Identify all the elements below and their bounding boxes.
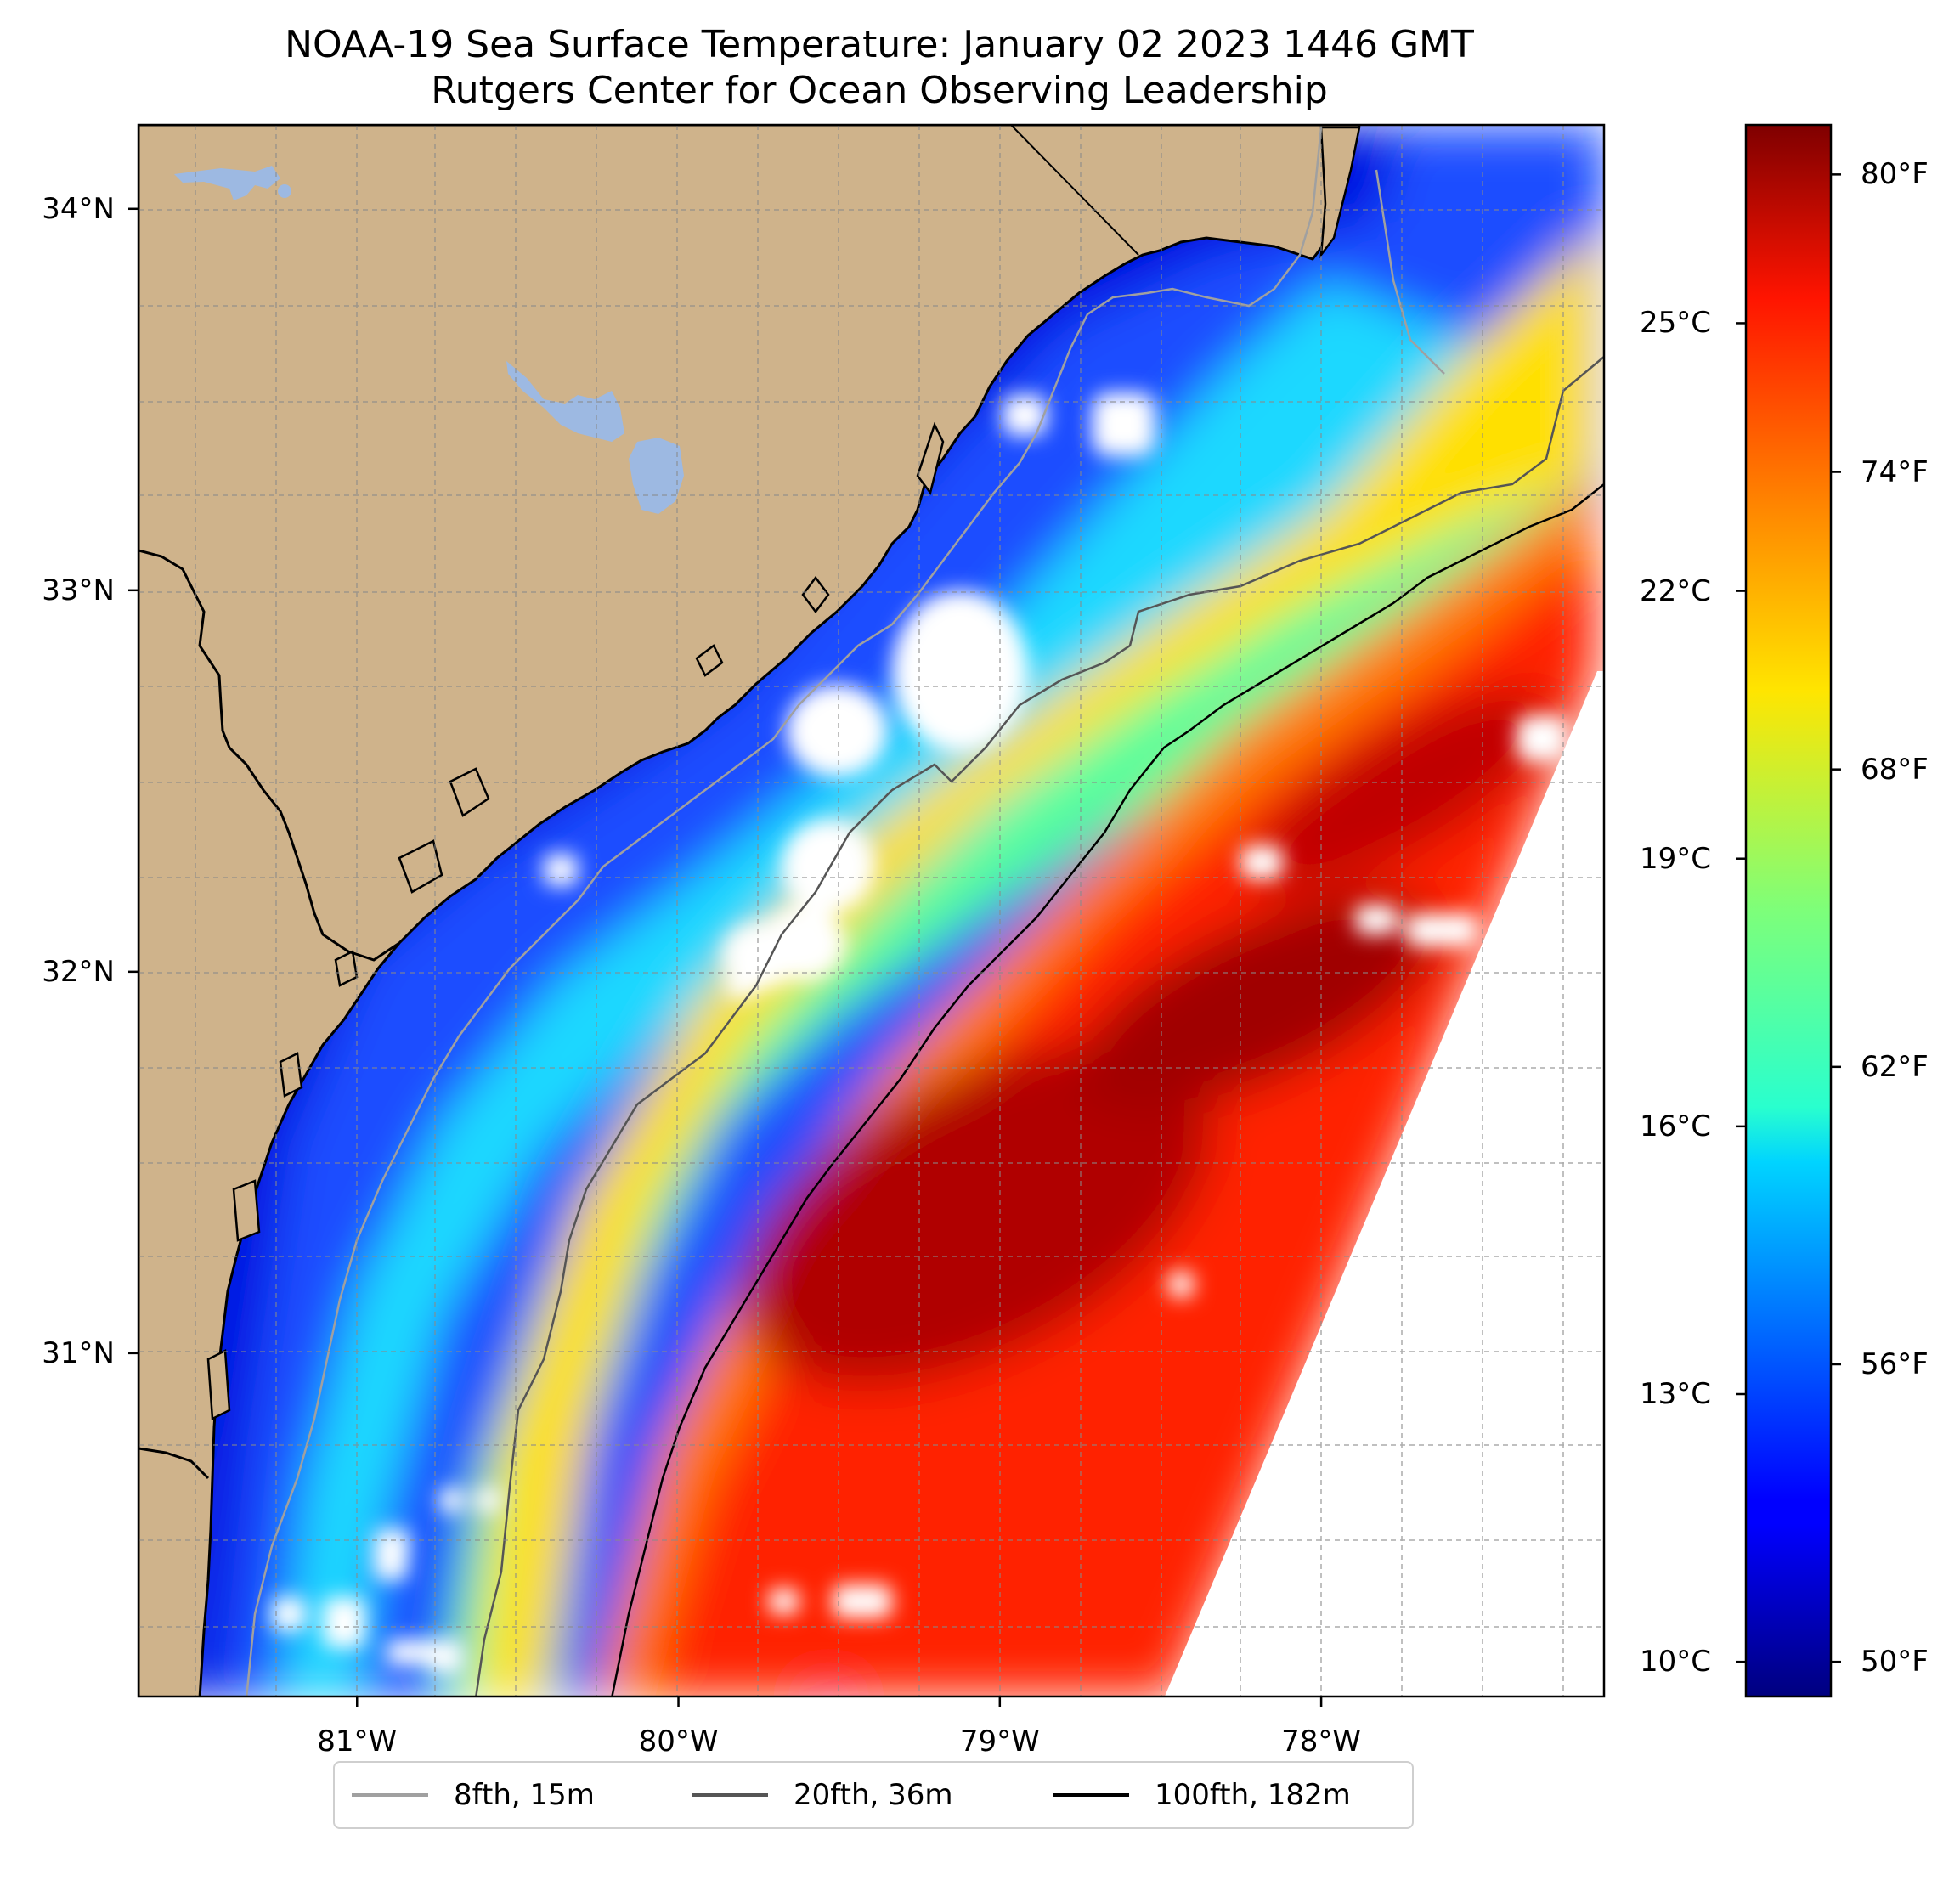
land-mass [138,125,1361,1697]
map-ticks [128,207,1323,1707]
lat-tick-label: 33°N [42,573,115,607]
figure-title: NOAA-19 Sea Surface Temperature: January… [285,23,1474,66]
colorbar-c-label: 10°C [1640,1645,1712,1680]
colorbar-c-label: 19°C [1640,841,1712,876]
lon-tick-label: 79°W [959,1725,1040,1759]
legend-swatch [1053,1793,1129,1797]
sst-core-warm-2 [1077,895,1438,1110]
colorbar [1744,123,1833,1698]
gridlines [138,125,1604,1697]
lon-tick-label: 80°W [638,1725,719,1759]
colorbar-f-label: 74°F [1861,454,1929,489]
legend-swatch [692,1793,768,1797]
state-border-3 [138,1447,210,1480]
colorbar-c-label: 25°C [1640,306,1712,341]
lon-tick-label: 81°W [317,1725,398,1759]
colorbar-f-label: 80°F [1861,157,1929,192]
lat-tick-label: 34°N [42,191,115,226]
sst-band-yellow [476,229,1597,1697]
swath-edge-nodata [1164,671,1604,1697]
colorbar-c-label: 13°C [1640,1377,1712,1411]
legend-label: 20fth, 36m [794,1778,953,1812]
legend-swatch [352,1793,428,1797]
lon-tick-label: 78°W [1281,1725,1362,1759]
colorbar-f-label: 56°F [1861,1346,1929,1381]
lakes [174,166,684,514]
contour-20fth [475,356,1604,1697]
map-frame [137,123,1606,1698]
lat-tick-label: 31°N [42,1335,115,1370]
legend: 8fth, 15m 20fth, 36m 100fth, 182m [333,1761,1414,1829]
cloud-patches [272,392,1567,1674]
figure-subtitle: Rutgers Center for Ocean Observing Leade… [431,69,1328,112]
legend-item-8fth: 8fth, 15m [352,1763,595,1827]
colorbar-c-label: 22°C [1640,573,1712,608]
colorbar-f-label: 62°F [1861,1049,1929,1084]
colorbar-c-label: 16°C [1640,1109,1712,1143]
colorbar-f-label: 68°F [1861,752,1929,787]
contour-8fth [245,127,1323,1697]
contour-100fth [611,483,1604,1697]
contour-8fth-east [1375,169,1445,375]
colorbar-f-label: 50°F [1861,1645,1929,1680]
lat-tick-label: 32°N [42,954,115,989]
legend-label: 8fth, 15m [454,1778,595,1812]
legend-item-20fth: 20fth, 36m [692,1763,953,1827]
state-border-2 [138,549,400,962]
colorbar-ticks [1736,173,1841,1663]
legend-label: 100fth, 182m [1155,1778,1351,1812]
coastal-islands [206,126,1361,1420]
legend-item-100fth: 100fth, 182m [1053,1763,1351,1827]
state-border [1010,125,1139,256]
